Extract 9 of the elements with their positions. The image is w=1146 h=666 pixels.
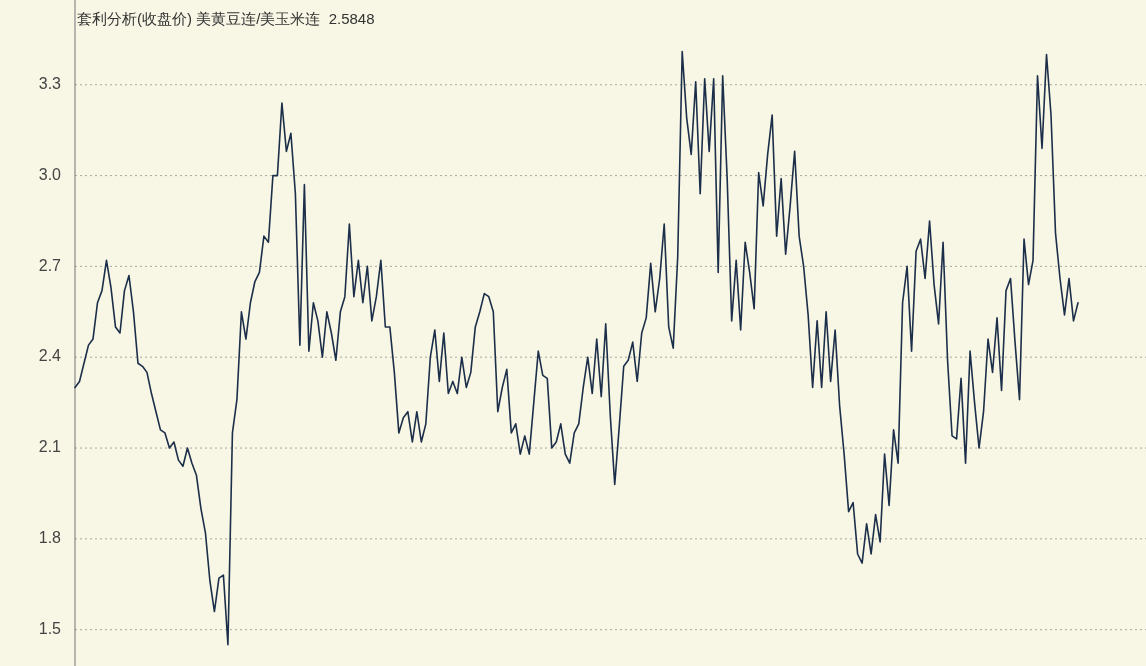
- y-tick-label: 2.7: [38, 256, 62, 274]
- text: 套利分析(收盘价) 美黄豆连/美玉米连 2.5848: [77, 10, 375, 27]
- y-tick-label: 1.8: [38, 529, 62, 547]
- y-tick-label: 2.1: [38, 438, 62, 456]
- y-tick-label: 3.3: [38, 74, 62, 92]
- y-tick-label: 1.5: [38, 619, 62, 637]
- y-tick-label: 3.0: [38, 165, 62, 183]
- y-tick-label: 2.4: [38, 347, 62, 365]
- line-series: [74, 50, 1079, 646]
